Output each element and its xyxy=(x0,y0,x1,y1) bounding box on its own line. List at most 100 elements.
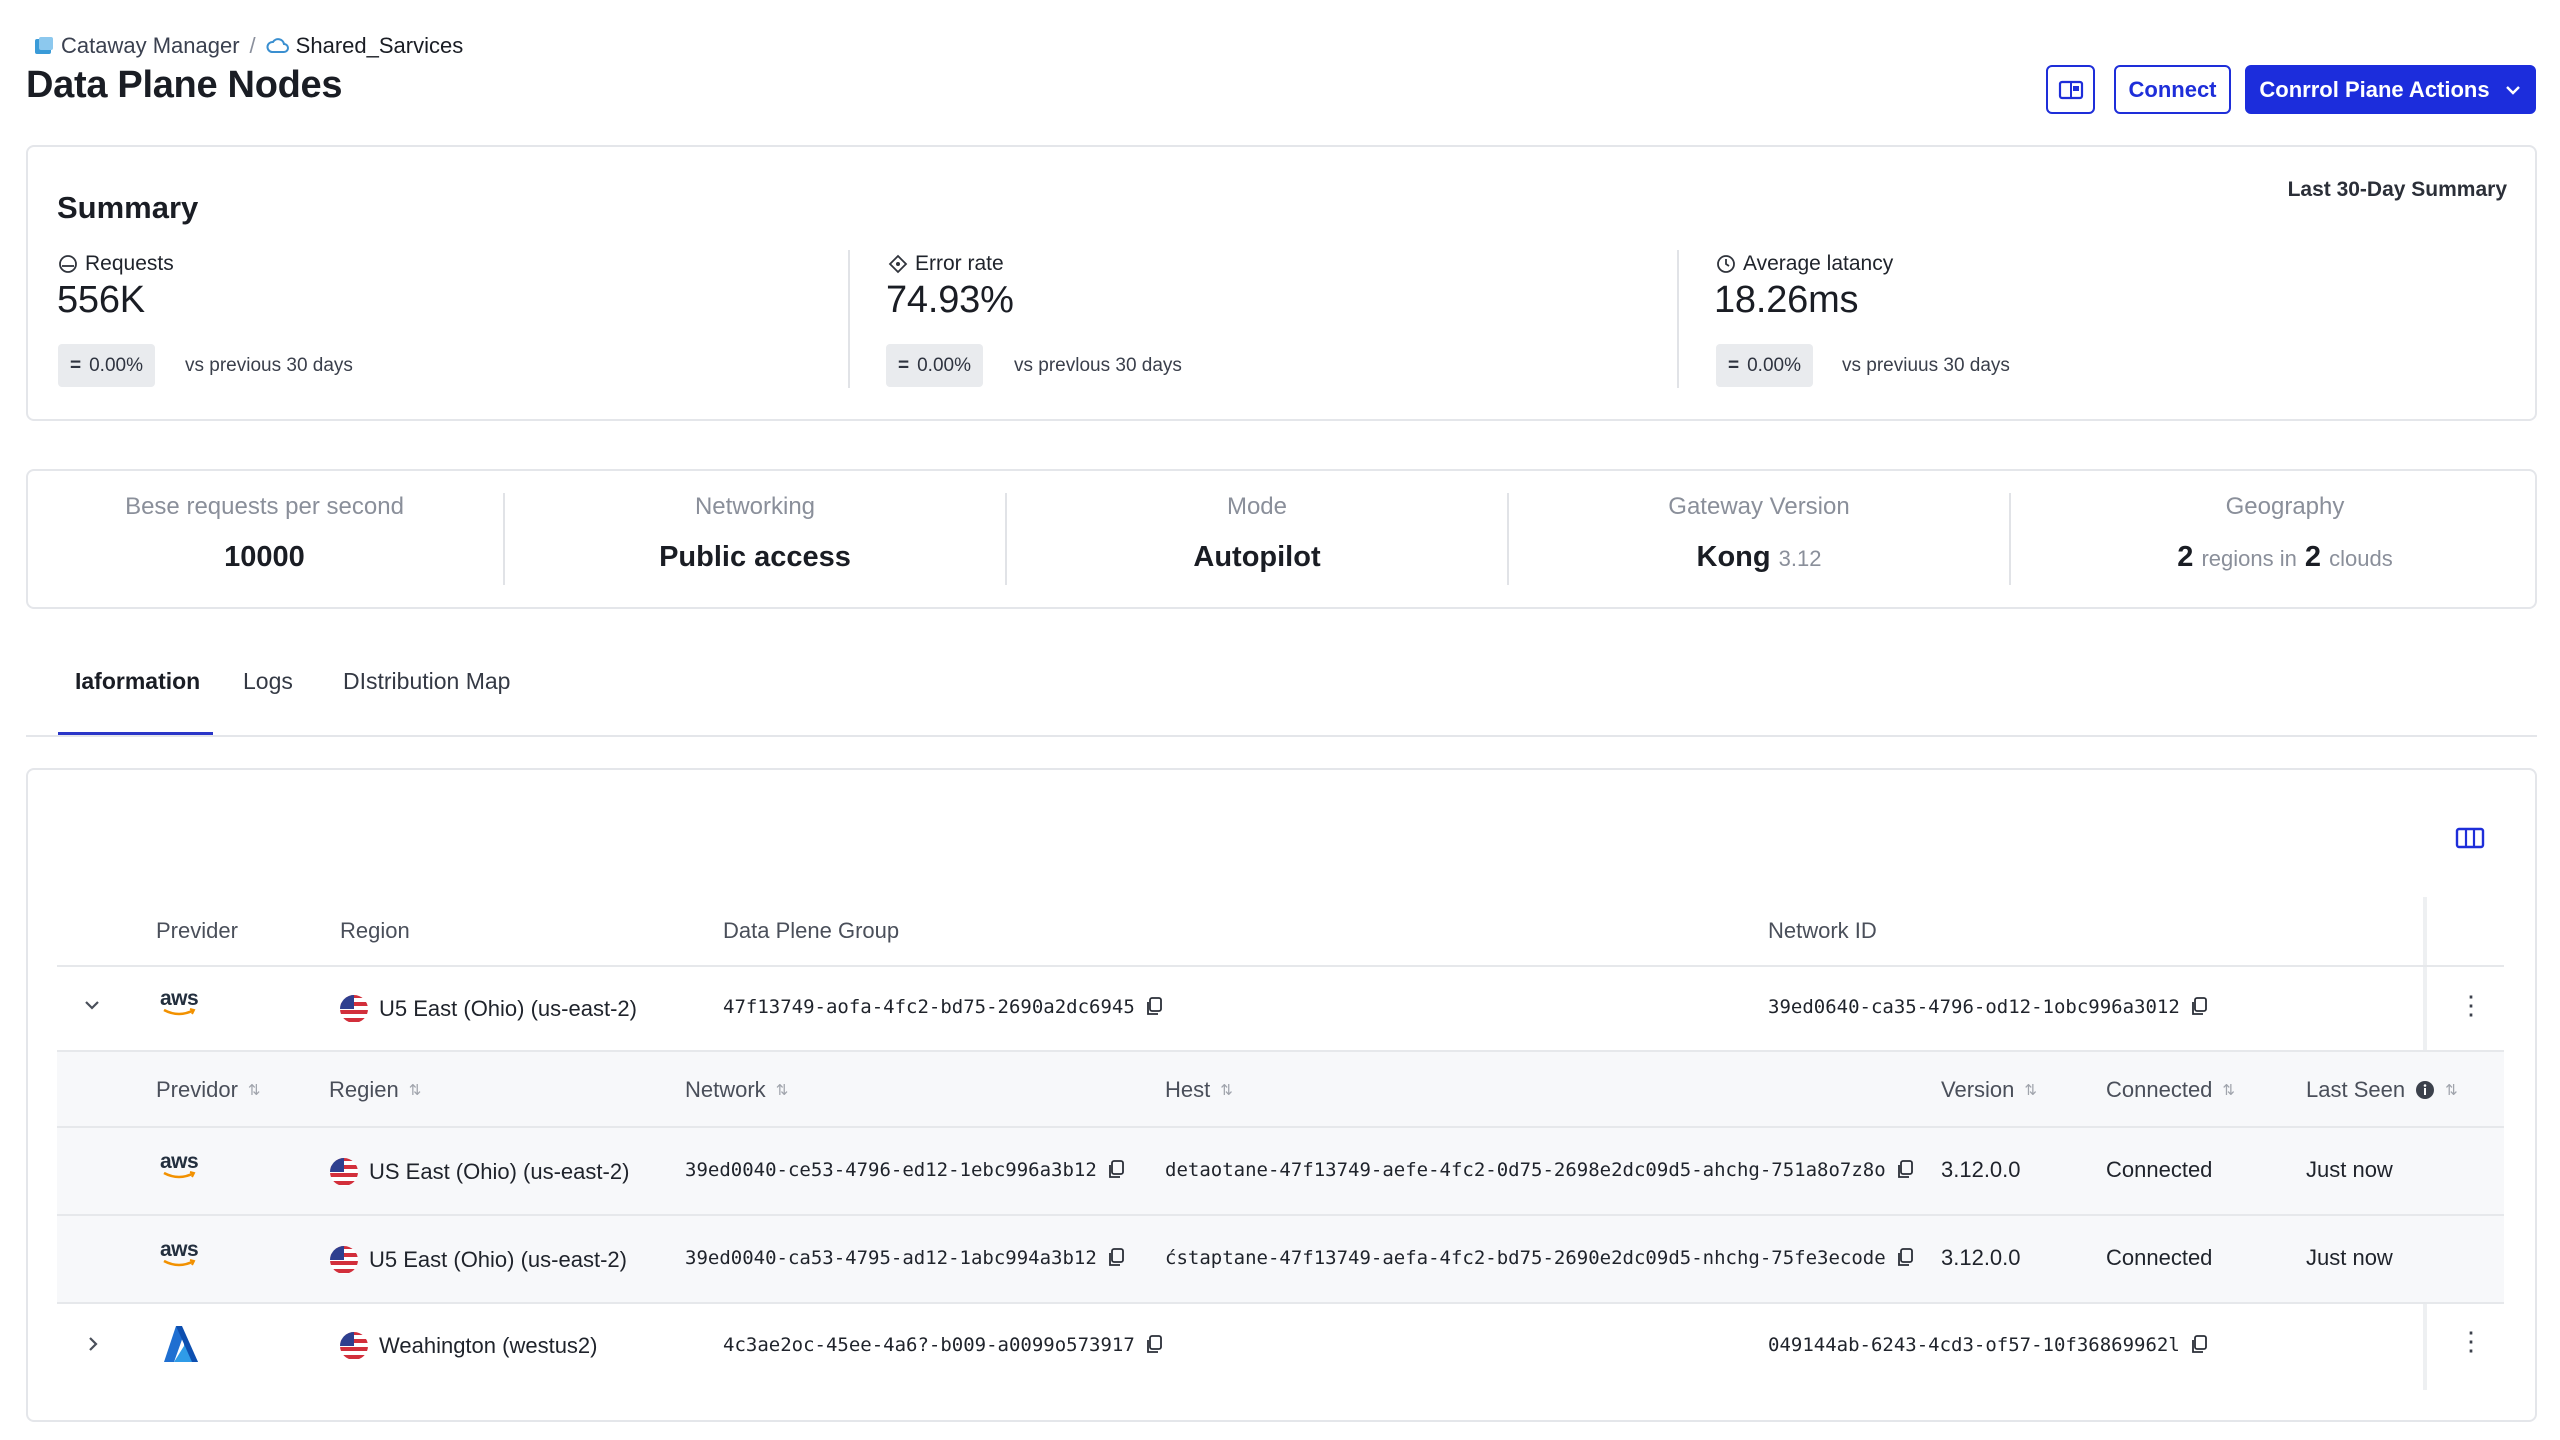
stat-divider xyxy=(1005,493,1007,585)
breadcrumb-item-shared-services[interactable]: Shared_Sarvices xyxy=(266,33,464,59)
stat-value: Autopilot xyxy=(1193,541,1321,573)
stat-label: Bese requests per second xyxy=(125,493,404,520)
connect-button[interactable]: Connect xyxy=(2114,65,2231,114)
sub-column-network[interactable]: Network ⇅ xyxy=(685,1077,788,1103)
sub-column-host[interactable]: Hest ⇅ xyxy=(1165,1077,1233,1103)
column-label: Regien xyxy=(329,1077,399,1102)
network-id: 049144ab-6243-4cd3-of57-10f36869962l xyxy=(1768,1334,2180,1356)
us-flag-icon xyxy=(340,995,368,1023)
column-label: Connected xyxy=(2106,1077,2213,1102)
sub-column-last-seen[interactable]: Last Seen ⇅ xyxy=(2306,1077,2458,1103)
breadcrumb-label: Shared_Sarvices xyxy=(295,33,464,58)
chevron-right-icon xyxy=(89,1337,98,1351)
delta-value: 0.00% xyxy=(917,354,971,376)
column-label: Network xyxy=(685,1077,766,1102)
group-network-id: 049144ab-6243-4cd3-of57-10f36869962l xyxy=(1768,1334,2208,1356)
sub-row-version: 3.12.0.0 xyxy=(1941,1157,2021,1182)
sort-icon: ⇅ xyxy=(2445,1082,2458,1099)
sub-row-version: 3.12.0.0 xyxy=(1941,1245,2021,1270)
sub-column-provider[interactable]: Previdor ⇅ xyxy=(156,1077,261,1103)
tab-logs[interactable]: Logs xyxy=(243,668,293,694)
row-actions-menu[interactable]: ⋮ xyxy=(2458,1326,2484,1356)
info-icon[interactable] xyxy=(2415,1080,2435,1100)
equal-icon: = xyxy=(1728,354,1740,376)
regions-label: regions in xyxy=(2201,546,2297,571)
stat-mode: Mode Autopilot xyxy=(1007,493,1507,574)
aws-icon: aws xyxy=(160,1151,199,1180)
sub-row-connected: Connected xyxy=(2106,1245,2213,1270)
column-label: Previdor xyxy=(156,1077,238,1102)
sub-row-region: US East (Ohio) (us-east-2) xyxy=(329,1157,629,1187)
copy-icon[interactable] xyxy=(1896,1160,1914,1180)
breadcrumb-label: Cataway Manager xyxy=(61,33,240,58)
us-flag-icon xyxy=(340,1332,368,1360)
metric-latency-value: 18.26ms xyxy=(1714,279,1859,321)
column-label: Last Seen xyxy=(2306,1077,2406,1102)
region-text: Weahington (westus2) xyxy=(379,1333,598,1358)
sub-row-network: 39ed0040-ca53-4795-ad12-1abc994a3b12 xyxy=(685,1247,1125,1269)
row-divider xyxy=(57,1050,2504,1052)
metric-label-text: Average latancy xyxy=(1743,252,1894,275)
columns-toggle-button[interactable] xyxy=(2455,826,2485,855)
metric-error-rate-note: vs prevlous 30 days xyxy=(1014,355,1182,376)
row-actions-menu[interactable]: ⋮ xyxy=(2458,990,2484,1020)
column-header-network-id: Network ID xyxy=(1768,918,1877,943)
row-divider xyxy=(57,1126,2504,1128)
metric-latency-note: vs previuus 30 days xyxy=(1842,355,2010,376)
breadcrumb-item-gateway-manager[interactable]: Cataway Manager xyxy=(33,33,240,59)
sub-row-host: detaotane-47f13749-aefe-4fc2-0d75-2698e2… xyxy=(1165,1159,1914,1181)
metric-requests-delta: = 0.00% xyxy=(58,344,155,387)
sub-column-connected[interactable]: Connected ⇅ xyxy=(2106,1077,2235,1103)
column-header-data-plane-group: Data Plene Group xyxy=(723,918,900,943)
equal-icon: = xyxy=(898,354,910,376)
column-header-region: Region xyxy=(340,918,410,943)
copy-icon[interactable] xyxy=(2190,997,2208,1017)
region-count: 2 xyxy=(2177,541,2194,573)
metric-error-rate-value: 74.93% xyxy=(886,279,1014,321)
stat-label: Gateway Version xyxy=(1668,493,1850,520)
copy-icon[interactable] xyxy=(1896,1248,1914,1268)
stat-value: 10000 xyxy=(224,541,305,573)
stat-geography: Geography 2 regions in 2 clouds xyxy=(2011,493,2559,574)
column-label: Version xyxy=(1941,1077,2015,1102)
row-divider xyxy=(57,965,2504,967)
copy-icon[interactable] xyxy=(2190,1335,2208,1355)
provider-name: aws xyxy=(160,1238,199,1261)
group-region: Weahington (westus2) xyxy=(339,1331,598,1361)
metric-requests-value: 556K xyxy=(57,279,145,321)
metric-requests-label: Requests xyxy=(58,252,174,276)
aws-logo: aws xyxy=(160,1151,199,1180)
copy-icon[interactable] xyxy=(1145,997,1163,1017)
copy-icon[interactable] xyxy=(1145,1335,1163,1355)
nested-table xyxy=(57,1052,2504,1302)
sort-icon: ⇅ xyxy=(2222,1082,2235,1099)
stat-label: Mode xyxy=(1226,493,1288,520)
metric-label-text: Requests xyxy=(85,252,174,275)
tab-distribution-map[interactable]: DIstribution Map xyxy=(343,668,511,694)
stat-divider xyxy=(1507,493,1509,585)
expand-toggle[interactable] xyxy=(82,998,102,1017)
book-icon xyxy=(2058,80,2083,99)
breadcrumb-separator: / xyxy=(249,33,256,58)
host-name: ćstaptane-47f13749-aefa-4fc2-bd75-2690e2… xyxy=(1165,1247,1886,1269)
sub-row-network: 39ed0040-ce53-4796-ed12-1ebc996a3b12 xyxy=(685,1159,1125,1181)
stat-value: Public access xyxy=(659,541,851,573)
control-plane-actions-button[interactable]: Conrrol Piane Actions xyxy=(2245,65,2536,114)
docs-button[interactable] xyxy=(2046,65,2095,114)
metric-label-text: Error rate xyxy=(915,252,1004,275)
stat-value: 2 regions in 2 clouds xyxy=(2011,541,2559,574)
expand-toggle[interactable] xyxy=(86,1334,100,1359)
sort-icon: ⇅ xyxy=(408,1082,422,1099)
us-flag-icon xyxy=(330,1246,358,1274)
sort-icon: ⇅ xyxy=(2024,1082,2037,1099)
copy-icon[interactable] xyxy=(1107,1248,1125,1268)
sub-column-version[interactable]: Version ⇅ xyxy=(1941,1077,2037,1103)
host-name: detaotane-47f13749-aefe-4fc2-0d75-2698e2… xyxy=(1165,1159,1886,1181)
error-icon xyxy=(888,254,908,274)
chevron-down-icon xyxy=(85,1001,99,1010)
sub-column-region[interactable]: Regien ⇅ xyxy=(329,1077,421,1103)
copy-icon[interactable] xyxy=(1107,1160,1125,1180)
aws-logo: aws xyxy=(160,988,199,1017)
tab-information[interactable]: Iaformation xyxy=(75,668,201,694)
stat-base-rps: Bese requests per second 10000 xyxy=(26,493,503,574)
